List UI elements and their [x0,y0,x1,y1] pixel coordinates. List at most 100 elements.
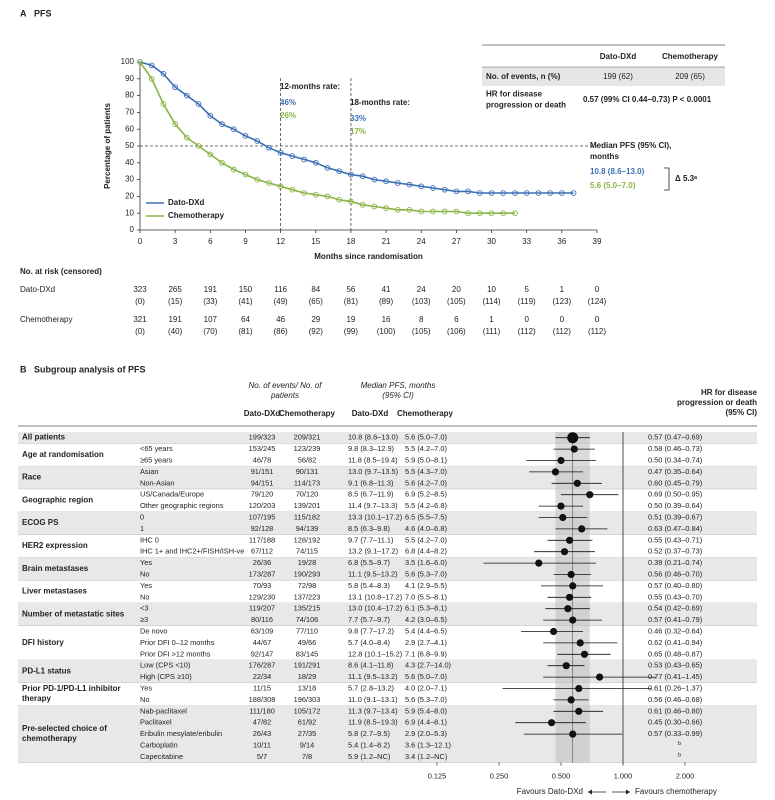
events: 115/182 [294,512,320,521]
subgroup-label: <65 years [140,444,173,453]
km-curve [139,61,515,214]
legend-label: Dato-DXd [168,198,205,207]
at-risk-count: 20 [452,285,461,294]
group-label: Geographic region [22,496,93,505]
text-line: DFI history [22,638,64,647]
hr-label: 0.57 (0.33–0.99) [648,729,702,738]
hr-label: 0.77 (0.41–1.45) [648,672,702,681]
text-line: months [590,152,619,161]
group-label: PD-L1 status [22,667,71,676]
chart-title: PFS [34,8,52,18]
hr-label: 0.62 (0.41–0.94) [648,638,702,647]
events: 120/203 [249,501,276,510]
events: 119/207 [249,604,275,613]
chart-title: Subgroup analysis of PFS [34,364,146,374]
annotation: 33% [350,114,366,123]
censor-mark [160,101,167,107]
at-risk-censored: (92) [309,327,324,336]
events: 139/201 [294,501,321,510]
events: 94/151 [251,478,274,487]
text-line: chemotherapy [22,734,77,743]
at-risk-censored: (119) [518,297,536,306]
x-tick-label: 33 [522,237,531,246]
events: 114/173 [294,478,320,487]
subgroup-label: Prior DFI 0–12 months [140,638,215,647]
hr-label: 0.39 (0.21–0.74) [648,558,702,567]
annotation: Δ 5.3ᵃ [675,174,697,183]
hr-point [569,582,577,590]
median: 6.8 (4.4–8.2) [405,547,447,556]
censor-mark [500,190,507,196]
censor-mark [148,62,155,69]
subgroup-label: Yes [140,558,152,567]
text-line: No. of events/ No. of [249,381,323,390]
at-risk-count: 191 [204,285,218,294]
x-tick-label: 39 [593,237,602,246]
panel-letter: A [20,8,27,18]
group-label: Age at randomisation [22,450,104,459]
events: 79/120 [251,490,274,499]
hr-point [549,627,558,636]
censor-mark [195,143,202,149]
censor-mark [558,190,565,196]
censor-mark [430,185,436,191]
at-risk-count: 0 [524,315,529,324]
censor-mark [359,173,366,180]
subgroup-label: IHC 1+ and IHC2+/FISH/ISH-ve [140,547,244,556]
table-cell: HR for disease progression or death [486,90,566,110]
annotation: 10.8 (8.6–13.0) [590,167,645,176]
y-tick-label: 70 [125,108,134,117]
at-risk-censored: (49) [273,297,288,306]
events: 19/28 [298,558,317,567]
hr-label: 0.61 (0.26–1.37) [648,683,702,692]
median: 11.1 (9.5–13.2) [348,569,398,578]
censor-mark [172,121,179,128]
censor-mark [230,166,237,173]
events: 90/131 [296,467,319,476]
median: 13.3 (10.1–17.2) [348,512,402,521]
at-risk-count: 64 [241,315,250,324]
censor-mark [160,70,167,77]
events: 47/82 [253,718,272,727]
group-label: Liver metastases [22,587,87,596]
hr-label: 0.57 (0.40–0.80) [648,581,702,590]
censor-mark [254,176,261,183]
hr-label: 0.57 (0.41–0.79) [648,615,702,624]
at-risk-count: 56 [346,285,355,294]
subgroup-label: Other geographic regions [140,501,224,510]
at-risk-count: 6 [454,315,459,324]
censor-mark [324,164,331,171]
at-risk-censored: (112) [588,327,606,336]
censor-mark [465,188,471,195]
censor-mark [277,183,284,190]
median: 5.5 (4.2–7.0) [405,535,447,544]
hr-point [564,605,572,613]
hr-point [596,673,604,681]
text-line: Liver metastases [22,587,87,596]
censor-mark [465,210,471,217]
median: 5.5 (4.2–7.0) [405,444,447,453]
at-risk-censored: (86) [273,327,288,336]
censor-mark [184,134,190,141]
annotation: 12-months rate: [280,82,340,91]
hr-label: 0.65 (0.48–0.87) [648,649,702,658]
events: 209/321 [294,433,321,442]
censor-mark [348,198,354,205]
group-label: DFI history [22,638,64,647]
censor-mark [266,180,272,186]
median: 4.0 (2.0–7.1) [405,683,447,692]
censor-mark [219,121,225,128]
median: 5.9 (5.0–8.1) [405,455,447,464]
censor-mark [277,149,284,156]
at-risk-censored: (103) [412,297,431,306]
censor-mark [301,190,307,196]
events: 77/110 [296,626,318,635]
events: 9/14 [300,740,314,749]
at-risk-count: 323 [133,285,147,294]
at-risk-censored: (81) [344,297,359,306]
y-tick-label: 0 [130,225,135,234]
median: 11.8 (8.5–19.4) [348,455,398,464]
text-line: Geographic region [22,496,93,505]
x-tick-label: 27 [452,237,461,246]
